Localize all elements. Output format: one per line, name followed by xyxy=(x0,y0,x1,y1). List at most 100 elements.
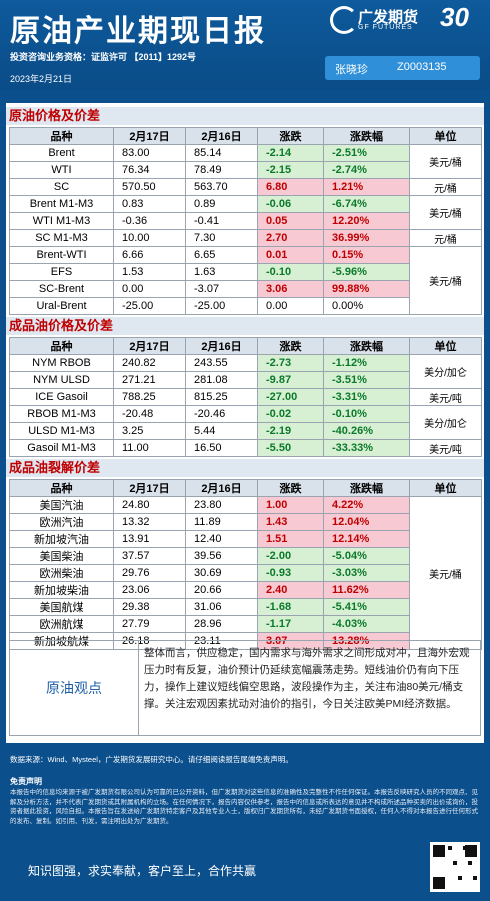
change-percent: 12.20% xyxy=(323,212,410,230)
value-feb17: 570.50 xyxy=(113,178,186,196)
value-feb16: -3.07 xyxy=(185,280,258,298)
change-percent: 0.15% xyxy=(323,246,410,264)
table-row: ULSD M1-M3 3.25 5.44 -2.19 -40.26% xyxy=(9,422,482,440)
table-row: NYM ULSD 271.21 281.08 -9.87 -3.51% xyxy=(9,371,482,389)
section-title-crude: 原油价格及价差 xyxy=(6,107,484,125)
value-feb16: 5.44 xyxy=(185,422,258,440)
value-feb16: -25.00 xyxy=(185,297,258,315)
unit-cell: 美元/桶 xyxy=(409,496,482,650)
change-percent: 1.21% xyxy=(323,178,410,196)
row-name: 美国航煤 xyxy=(9,598,114,616)
change-percent: -3.31% xyxy=(323,388,410,406)
value-feb16: 1.63 xyxy=(185,263,258,281)
change-percent: -3.03% xyxy=(323,564,410,582)
column-header: 2月16日 xyxy=(185,127,258,145)
change-percent: -5.04% xyxy=(323,547,410,565)
value-feb16: 0.89 xyxy=(185,195,258,213)
change-percent: 12.14% xyxy=(323,530,410,548)
table-row: SC 570.50 563.70 6.80 1.21% 元/桶 xyxy=(9,178,482,196)
crude-table: 品种 2月17日 2月16日 涨跌 涨跌幅 单位 Brent 83.00 85.14 -2.14-… xyxy=(9,127,482,315)
row-name: Brent M1-M3 xyxy=(9,195,114,213)
section-title-cracks: 成品油裂解价差 xyxy=(6,459,484,477)
table-row: Brent M1-M3 0.83 0.89 -0.06 -6.74% 美元/桶 xyxy=(9,195,482,230)
column-header: 品种 xyxy=(9,479,114,497)
unit-cell: 元/桶 xyxy=(409,178,482,196)
qualification-text: 投资咨询业务资格：证监许可 【2011】1292号 xyxy=(10,52,197,62)
change-value: 2.70 xyxy=(257,229,324,247)
value-feb17: 0.83 xyxy=(113,195,186,213)
change-percent: 12.04% xyxy=(323,513,410,531)
change-percent: 4.22% xyxy=(323,496,410,514)
row-name: 美国柴油 xyxy=(9,547,114,565)
table-row: Brent 83.00 85.14 -2.14 -2.51% 美元/桶 xyxy=(9,144,482,179)
section-title-products: 成品油价格及价差 xyxy=(6,317,484,335)
change-percent: -5.41% xyxy=(323,598,410,616)
change-percent: 0.00% xyxy=(323,297,410,315)
value-feb17: -20.48 xyxy=(113,405,186,423)
row-name: 欧洲柴油 xyxy=(9,564,114,582)
unit-cell: 美元/吨 xyxy=(409,439,482,457)
value-feb17: 3.25 xyxy=(113,422,186,440)
change-value: -2.19 xyxy=(257,422,324,440)
column-header: 2月17日 xyxy=(113,127,186,145)
value-feb17: 83.00 xyxy=(113,144,186,162)
data-source: 数据来源：Wind、Mysteel，广发期货发展研究中心。请仔细阅读报告尾端免责… xyxy=(10,755,293,764)
row-name: RBOB M1-M3 xyxy=(9,405,114,423)
value-feb17: 788.25 xyxy=(113,388,186,406)
change-value: -0.02 xyxy=(257,405,324,423)
row-name: ULSD M1-M3 xyxy=(9,422,114,440)
unit-cell: 美元/吨 xyxy=(409,388,482,406)
table-row: ICE Gasoil 788.25 815.25 -27.00 -3.31% 美元/吨 xyxy=(9,388,482,406)
value-feb16: -0.41 xyxy=(185,212,258,230)
change-value: 1.43 xyxy=(257,513,324,531)
change-value: 3.07 xyxy=(257,632,324,650)
report-header: 原油产业期现日报 广发期货 GF FUTURES 30 投资咨询业务资格：证监许… xyxy=(0,0,490,90)
row-name: EFS xyxy=(9,263,114,281)
anniversary-badge: 30 xyxy=(440,2,469,32)
row-name: WTI M1-M3 xyxy=(9,212,114,230)
change-percent: -1.12% xyxy=(323,354,410,372)
row-name: Ural-Brent xyxy=(9,297,114,315)
row-name: SC-Brent xyxy=(9,280,114,298)
change-value: -1.17 xyxy=(257,615,324,633)
qr-code-icon xyxy=(430,842,480,892)
table-row: EFS 1.53 1.63 -0.10 -5.96% xyxy=(9,263,482,281)
table-header-row: 品种 2月17日 2月16日 涨跌 涨跌幅 单位 xyxy=(9,127,482,145)
table-row: 美国汽油 24.80 23.80 1.00 4.22% 美元/桶 xyxy=(9,496,482,650)
value-feb17: 37.57 xyxy=(113,547,186,565)
table-row: 欧洲航煤 27.79 28.96 -1.17 -4.03% xyxy=(9,615,482,633)
column-header: 品种 xyxy=(9,337,114,355)
unit-cell: 美元/桶 xyxy=(409,195,482,230)
row-name: 美国汽油 xyxy=(9,496,114,514)
column-header: 品种 xyxy=(9,127,114,145)
value-feb16: 12.40 xyxy=(185,530,258,548)
row-name: 欧洲汽油 xyxy=(9,513,114,531)
column-header: 单位 xyxy=(409,479,482,497)
row-name: WTI xyxy=(9,161,114,179)
change-value: 1.00 xyxy=(257,496,324,514)
column-header: 涨跌 xyxy=(257,127,324,145)
report-title: 原油产业期现日报 xyxy=(10,14,266,49)
disclaimer-title: 免责声明 xyxy=(10,777,42,786)
column-header: 2月17日 xyxy=(113,337,186,355)
value-feb17: 23.06 xyxy=(113,581,186,599)
value-feb16: 23.80 xyxy=(185,496,258,514)
slogan: 知识图强，求实奉献，客户至上，合作共赢 xyxy=(28,864,257,878)
change-value: -0.93 xyxy=(257,564,324,582)
value-feb16: 16.50 xyxy=(185,439,258,457)
unit-cell: 美元/桶 xyxy=(409,144,482,179)
change-value: 3.06 xyxy=(257,280,324,298)
change-value: 0.01 xyxy=(257,246,324,264)
change-value: -2.15 xyxy=(257,161,324,179)
value-feb17: 29.38 xyxy=(113,598,186,616)
value-feb17: -0.36 xyxy=(113,212,186,230)
change-percent: 99.88% xyxy=(323,280,410,298)
column-header: 单位 xyxy=(409,127,482,145)
company-logo: 广发期货 GF FUTURES xyxy=(330,4,420,34)
analyst-badge: 张晓珍 Z0003135 xyxy=(325,56,480,80)
row-name: 欧洲航煤 xyxy=(9,615,114,633)
table-row: 新加坡柴油 23.06 20.66 2.40 11.62% xyxy=(9,581,482,599)
row-name: NYM ULSD xyxy=(9,371,114,389)
value-feb16: 78.49 xyxy=(185,161,258,179)
table-row: Ural-Brent -25.00 -25.00 0.00 0.00% xyxy=(9,297,482,315)
